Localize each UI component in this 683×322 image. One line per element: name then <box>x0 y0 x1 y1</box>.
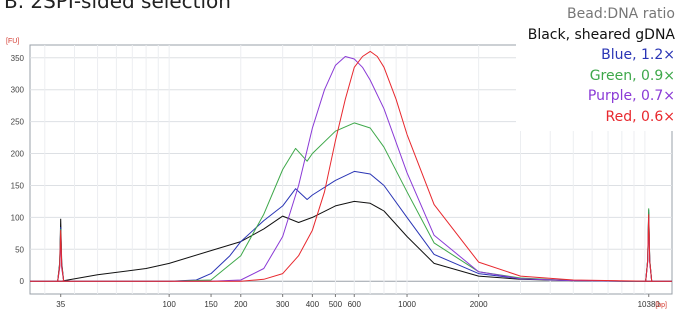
legend-entry-green: Green, 0.9× <box>589 67 675 84</box>
series-line-purple <box>30 56 672 282</box>
legend-entry-purple: Purple, 0.7× <box>587 88 675 104</box>
series-line-red <box>30 50 672 282</box>
y-tick-label-50: 50 <box>15 245 24 254</box>
x-tick-label-2000: 2000 <box>470 300 488 309</box>
x-axis-label: [bp] <box>655 302 667 309</box>
legend: Bead:DNA ratio Black, sheared gDNA Blue,… <box>515 2 679 131</box>
y-tick-label-100: 100 <box>11 213 25 222</box>
x-tick-label-35: 35 <box>56 300 65 309</box>
x-tick-label-500: 500 <box>329 300 343 309</box>
y-tick-label-200: 200 <box>11 150 25 159</box>
legend-entry-blue: Blue, 1.2× <box>601 47 675 63</box>
y-tick-label-350: 350 <box>11 54 25 63</box>
y-tick-label-0: 0 <box>20 277 25 286</box>
series-line-blue <box>30 170 672 282</box>
x-tick-label-1000: 1000 <box>398 300 416 309</box>
y-tick-label-300: 300 <box>11 86 25 95</box>
x-tick-label-400: 400 <box>306 300 320 309</box>
x-tick-label-10380: 10380 <box>638 300 661 309</box>
x-tick-label-200: 200 <box>234 300 248 309</box>
x-tick-label-600: 600 <box>348 300 362 309</box>
marker-peak-lower-red <box>57 230 65 282</box>
y-tick-label-150: 150 <box>11 181 25 190</box>
y-axis-label: [FU] <box>6 38 19 45</box>
marker-peak-upper-red <box>645 214 653 282</box>
x-tick-label-100: 100 <box>162 300 176 309</box>
x-tick-label-150: 150 <box>204 300 218 309</box>
legend-heading: Bead:DNA ratio <box>567 6 675 22</box>
y-tick-label-250: 250 <box>11 118 25 127</box>
x-tick-label-300: 300 <box>276 300 290 309</box>
panel-title: B. 2SPI-sided selection <box>4 0 231 13</box>
legend-entry-black: Black, sheared gDNA <box>527 26 675 43</box>
legend-entry-red: Red, 0.6× <box>605 108 676 125</box>
